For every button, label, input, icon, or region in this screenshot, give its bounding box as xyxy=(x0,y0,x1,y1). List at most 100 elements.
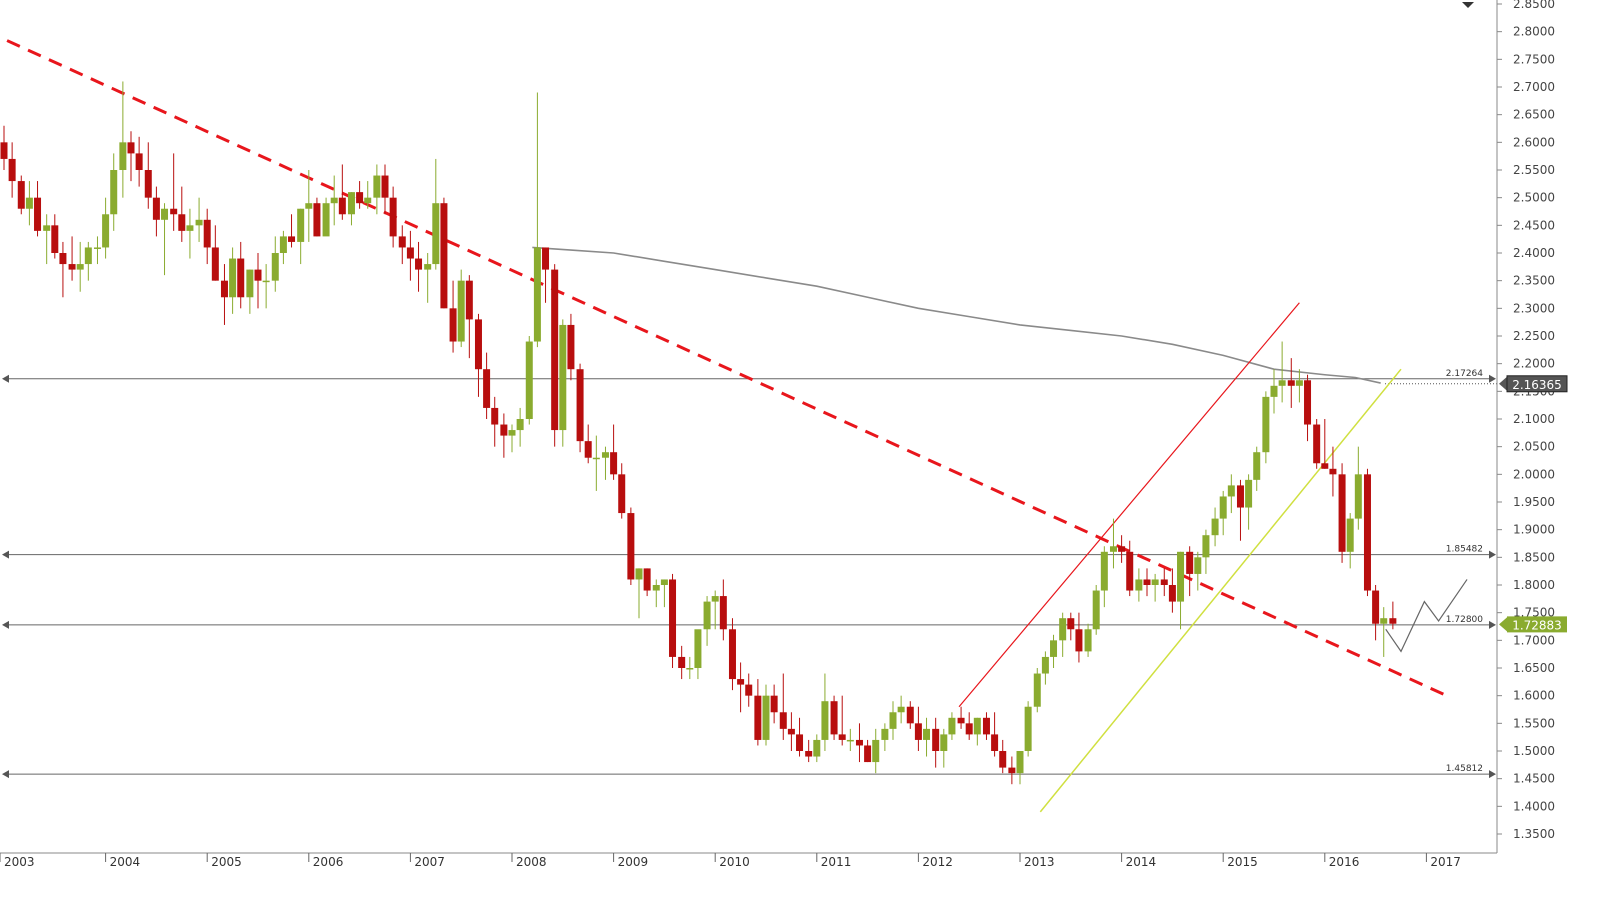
candle-up xyxy=(559,324,567,431)
candle-up xyxy=(1202,535,1210,558)
candle-up xyxy=(762,695,770,740)
candle-down xyxy=(1236,485,1244,508)
candle-up xyxy=(119,142,127,170)
candle-up xyxy=(1211,518,1219,536)
price-tags: 2.16365 1.72883 xyxy=(1499,375,1568,633)
projection-line xyxy=(1385,579,1468,653)
y-tick-label: 2.7500 xyxy=(1513,52,1555,66)
y-tick-label: 2.2500 xyxy=(1513,329,1555,343)
candle-up xyxy=(694,629,702,668)
candle-up xyxy=(457,280,465,342)
y-tick-label: 2.3000 xyxy=(1513,301,1555,315)
candle-down xyxy=(999,751,1007,768)
y-tick-label: 2.3500 xyxy=(1513,274,1555,288)
candle-up xyxy=(195,219,203,226)
candle-up xyxy=(1354,474,1362,519)
candle-up xyxy=(161,208,169,220)
candle-down xyxy=(491,407,499,425)
level-label: 1.72800 xyxy=(1446,615,1483,625)
candle-up xyxy=(940,734,948,751)
x-tick-label: 2013 xyxy=(1024,855,1055,869)
candle-up xyxy=(711,596,719,602)
y-tick-label: 1.9500 xyxy=(1513,495,1555,509)
candle-up xyxy=(1059,618,1067,641)
price-tag-box xyxy=(1506,375,1568,393)
candle-down xyxy=(906,706,914,724)
candle-up xyxy=(1033,673,1041,707)
y-tick-label: 1.3500 xyxy=(1513,827,1555,841)
candles xyxy=(0,81,1397,785)
candle-down xyxy=(135,153,143,170)
candle-down xyxy=(406,247,414,259)
candle-down xyxy=(779,712,787,729)
scroll-arrow-icon xyxy=(1462,2,1474,8)
candle-down xyxy=(356,192,364,204)
candle-down xyxy=(1321,463,1329,469)
x-tick-label: 2005 xyxy=(211,855,242,869)
candle-down xyxy=(483,369,491,408)
candle-down xyxy=(567,324,575,370)
candle-down xyxy=(1372,590,1380,624)
candle-up xyxy=(1346,518,1354,552)
candle-up xyxy=(1278,380,1286,386)
candle-down xyxy=(796,734,804,751)
horizontal-levels: 2.17264 1.85482 1.72800 1.45812 xyxy=(2,369,1497,779)
candle-up xyxy=(1135,579,1143,591)
candle-up xyxy=(262,280,270,283)
candle-up xyxy=(592,457,600,460)
candle-up xyxy=(297,208,305,242)
candle-up xyxy=(1109,546,1117,552)
candle-down xyxy=(474,319,482,370)
candle-down xyxy=(627,513,635,580)
candle-up xyxy=(279,236,287,253)
current-price-label: 2.16365 xyxy=(1512,378,1562,392)
candle-up xyxy=(305,203,313,209)
candle-up xyxy=(1262,396,1270,453)
y-tick-label: 2.4500 xyxy=(1513,218,1555,232)
candle-down xyxy=(178,214,186,231)
candle-down xyxy=(1168,585,1176,602)
y-axis: 1.3500 1.4000 1.4500 1.5000 1.5500 1.6000 1.65… xyxy=(1496,0,1617,894)
candle-up xyxy=(1380,618,1388,624)
candle-down xyxy=(542,247,550,270)
y-tick-label: 1.5500 xyxy=(1513,716,1555,730)
candle-down xyxy=(254,269,262,281)
candle-up xyxy=(25,197,33,209)
y-tick-label: 2.5500 xyxy=(1513,163,1555,177)
y-tick-label: 1.5000 xyxy=(1513,744,1555,758)
candle-down xyxy=(1160,579,1168,585)
candle-up xyxy=(652,585,660,591)
y-tick-label: 1.6000 xyxy=(1513,689,1555,703)
candle-down xyxy=(576,369,584,442)
candle-up xyxy=(973,717,981,735)
candle-up xyxy=(948,717,956,735)
x-tick-label: 2010 xyxy=(719,855,750,869)
y-tick-label: 2.4000 xyxy=(1513,246,1555,260)
candle-down xyxy=(288,236,296,242)
candle-up xyxy=(923,728,931,740)
y-tick-label: 2.0500 xyxy=(1513,440,1555,454)
channel-upper-line xyxy=(958,302,1300,708)
candle-up xyxy=(432,203,440,265)
x-tick-label: 2003 xyxy=(4,855,35,869)
candle-down xyxy=(415,258,423,270)
candle-up xyxy=(110,170,118,215)
candle-up xyxy=(364,197,372,204)
y-tick-label: 2.6000 xyxy=(1513,135,1555,149)
candle-down xyxy=(211,247,219,281)
candle-up xyxy=(246,269,254,298)
candle-down xyxy=(914,723,922,740)
x-tick-label: 2014 xyxy=(1126,855,1157,869)
candle-up xyxy=(1151,579,1159,585)
candle-up xyxy=(508,430,516,436)
candle-down xyxy=(551,269,559,431)
level-label: 1.85482 xyxy=(1446,545,1483,555)
candle-up xyxy=(1084,629,1092,652)
candle-down xyxy=(17,181,25,209)
candle-up xyxy=(686,668,694,670)
candle-down xyxy=(745,684,753,696)
candle-up xyxy=(1016,751,1024,774)
candle-down xyxy=(1389,618,1397,624)
